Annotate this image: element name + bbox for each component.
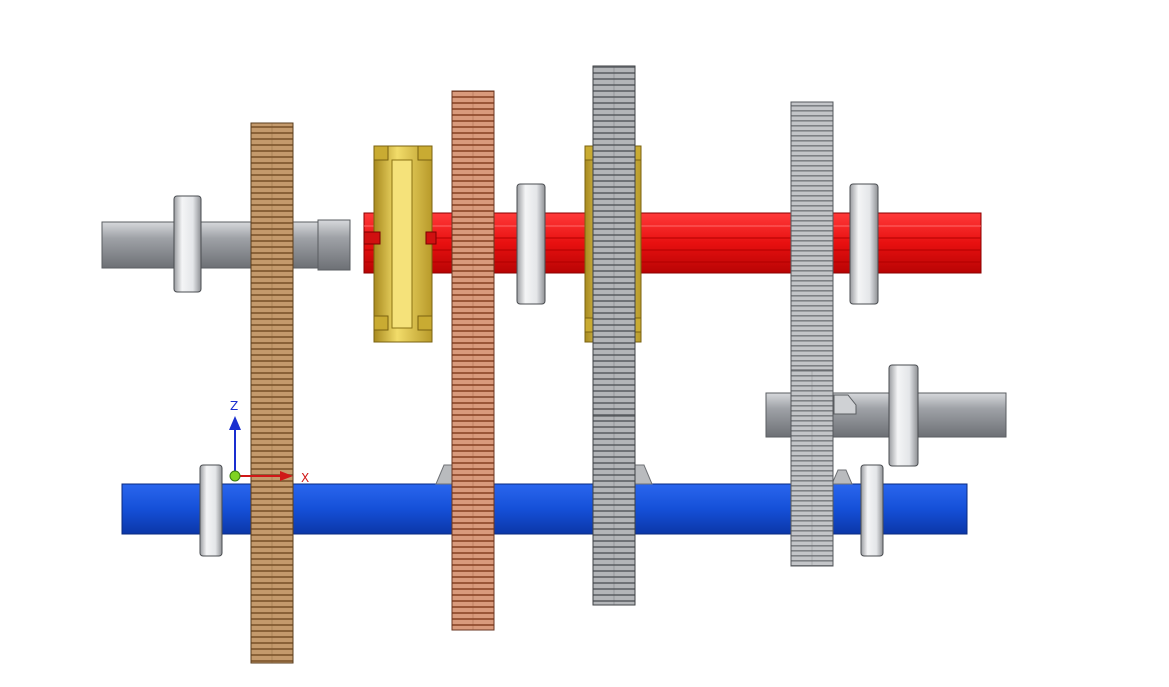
origin-point <box>229 470 241 482</box>
synchronizer-left[interactable] <box>363 145 437 343</box>
bearing-counter-left[interactable] <box>199 464 223 557</box>
gear-bronze-input[interactable] <box>250 122 294 664</box>
bearing-main-mid[interactable] <box>516 183 546 305</box>
z-axis-arrow <box>229 416 241 476</box>
x-axis-label: X <box>301 471 309 485</box>
bearing-main-end[interactable] <box>849 183 879 305</box>
z-axis-label: Z <box>230 399 238 413</box>
bearing-counter-right[interactable] <box>860 464 884 557</box>
gear-copper[interactable] <box>451 90 495 631</box>
coordinate-triad: Z X <box>229 399 309 485</box>
input-shaft[interactable] <box>101 219 351 271</box>
gear-steel-main[interactable] <box>790 101 834 381</box>
bearing-reverse[interactable] <box>888 364 919 467</box>
gear-steel-reverse[interactable] <box>790 369 834 567</box>
bearing-input[interactable] <box>173 195 202 293</box>
gear-steel-large[interactable] <box>592 65 636 606</box>
x-axis-arrow <box>236 471 293 481</box>
